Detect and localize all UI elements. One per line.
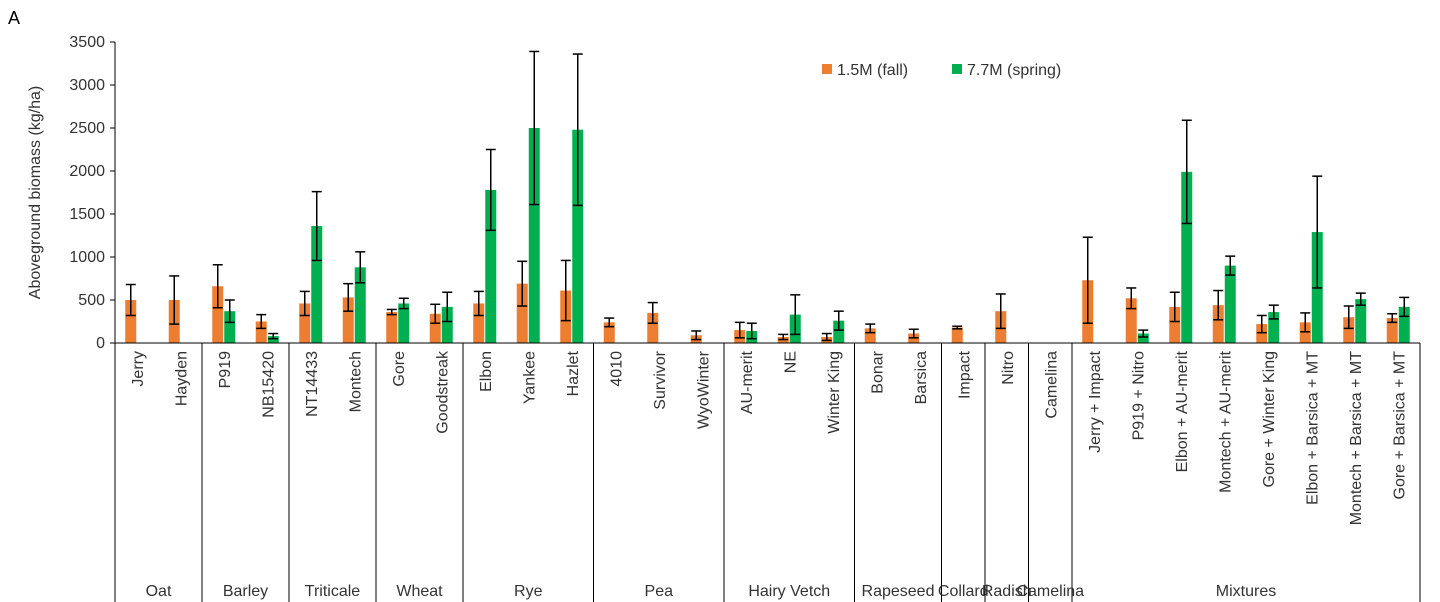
category-label: Barsica xyxy=(913,351,930,404)
bar-spring xyxy=(441,306,453,343)
group-label: Hairy Vetch xyxy=(748,583,830,600)
legend-swatch xyxy=(822,64,832,74)
group-label: Pea xyxy=(645,583,674,600)
bar-fall xyxy=(1256,324,1268,343)
bar-fall xyxy=(125,300,137,343)
category-label: 4010 xyxy=(608,351,625,387)
bar-spring xyxy=(1398,306,1410,343)
group-label: Barley xyxy=(223,583,268,600)
bar-spring xyxy=(1355,299,1367,343)
bar-fall xyxy=(647,312,659,343)
group-label: Collard xyxy=(938,583,989,600)
bar-spring xyxy=(398,303,410,343)
bar-fall xyxy=(1169,306,1181,343)
bar-fall xyxy=(1386,318,1398,343)
bar-fall xyxy=(603,322,615,343)
legend-label: 1.5M (fall) xyxy=(837,62,908,79)
y-tick-label: 3000 xyxy=(69,77,105,94)
category-label: P919 xyxy=(217,351,234,388)
group-label: Rye xyxy=(514,583,543,600)
y-tick-label: 1500 xyxy=(69,206,105,223)
category-label: Montech xyxy=(347,351,364,412)
category-label: Hazlet xyxy=(565,350,582,396)
legend-label: 7.7M (spring) xyxy=(967,62,1061,79)
category-label: Elbon + Barsica + MT xyxy=(1304,351,1321,505)
category-label: NB15420 xyxy=(260,351,277,418)
category-label: Gore xyxy=(391,351,408,387)
category-label: Hayden xyxy=(173,351,190,406)
y-tick-label: 0 xyxy=(96,335,105,352)
group-label: Triticale xyxy=(305,583,361,600)
category-label: Impact xyxy=(956,350,973,399)
category-label: Elbon + AU-merit xyxy=(1174,350,1191,472)
category-label: P919 + Nitro xyxy=(1130,351,1147,440)
bar-spring xyxy=(833,320,845,343)
y-axis: 0 500 1000 1500 2000 2500 3000 3500 xyxy=(69,34,116,352)
group-label: Mixtures xyxy=(1216,583,1276,600)
legend: 1.5M (fall) 7.7M (spring) xyxy=(822,62,1061,79)
y-tick-label: 500 xyxy=(78,292,105,309)
bar-fall xyxy=(1125,298,1137,343)
bar-spring xyxy=(1181,171,1193,343)
bar-fall xyxy=(864,328,876,343)
bar-fall xyxy=(386,312,398,343)
y-tick-label: 2500 xyxy=(69,120,105,137)
category-label: Gore + Winter King xyxy=(1261,351,1278,488)
group-label: Camelina xyxy=(1016,583,1084,600)
bar-fall xyxy=(342,297,354,343)
category-label: Winter King xyxy=(826,351,843,434)
group-label: Rapeseed xyxy=(862,583,935,600)
x-axis: Jerry Hayden P919 NB15420 NT14433 Montech Gore… xyxy=(114,342,1421,602)
bar-spring xyxy=(1137,333,1149,343)
category-label: WyoWinter xyxy=(695,350,712,429)
y-tick-label: 1000 xyxy=(69,249,105,266)
category-label: Nitro xyxy=(1000,351,1017,385)
bar-spring xyxy=(528,128,540,343)
panel-letter: A xyxy=(8,8,21,28)
category-label: Montech + Barsica + MT xyxy=(1348,351,1365,526)
category-label: Camelina xyxy=(1043,351,1060,419)
bar-fall xyxy=(516,283,528,343)
bar-spring xyxy=(572,129,584,343)
bar-fall xyxy=(951,327,963,343)
bar-fall xyxy=(255,321,267,343)
bars xyxy=(125,50,1410,343)
category-label: Goodstreak xyxy=(434,350,451,434)
y-tick-label: 2000 xyxy=(69,163,105,180)
bar-spring xyxy=(224,311,236,343)
category-label: Elbon xyxy=(478,351,495,392)
category-label: AU-merit xyxy=(739,350,756,414)
bar-spring xyxy=(485,189,497,343)
group-label: Radish xyxy=(982,583,1032,600)
category-label: Yankee xyxy=(521,351,538,404)
category-label: NT14433 xyxy=(304,351,321,417)
bar-fall xyxy=(473,303,485,343)
bar-spring xyxy=(311,226,323,343)
y-axis-label: Aboveground biomass (kg/ha) xyxy=(27,86,44,299)
group-label: Wheat xyxy=(396,583,443,600)
bar-spring xyxy=(1224,265,1236,343)
legend-swatch xyxy=(952,64,962,74)
bar-fall xyxy=(429,313,441,343)
category-label: Jerry + Impact xyxy=(1087,350,1104,452)
bar-fall xyxy=(1343,317,1355,343)
bar-spring xyxy=(267,336,279,343)
category-label: Bonar xyxy=(869,350,886,393)
category-label: NE xyxy=(782,351,799,373)
bar-fall xyxy=(212,286,224,343)
bar-fall xyxy=(1212,305,1224,343)
group-label: Oat xyxy=(146,583,172,600)
category-label: Survivor xyxy=(652,350,669,409)
bar-fall xyxy=(299,303,311,343)
bar-spring xyxy=(354,267,366,343)
category-label: Gore + Barsica + MT xyxy=(1391,351,1408,500)
bar-fall xyxy=(1299,322,1311,343)
category-label: Montech + AU-merit xyxy=(1217,350,1234,492)
bar-spring xyxy=(1268,312,1280,343)
y-tick-label: 3500 xyxy=(69,34,105,51)
category-label: Jerry xyxy=(130,351,147,387)
